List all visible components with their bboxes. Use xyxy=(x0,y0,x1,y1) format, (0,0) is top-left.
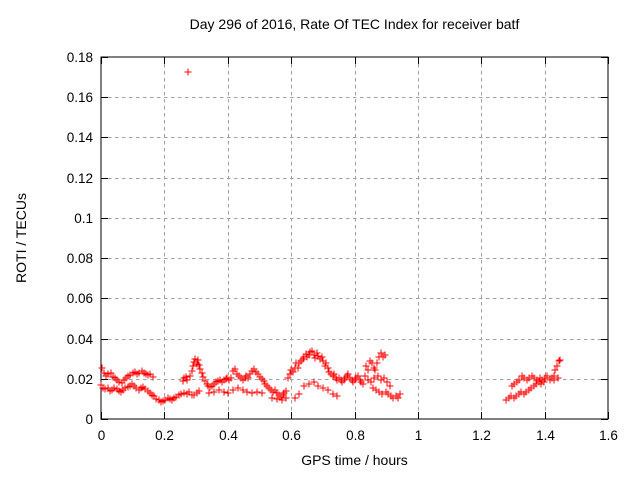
x-tick-label: 0 xyxy=(98,428,106,443)
y-tick-label: 0.12 xyxy=(67,171,93,186)
y-tick-label: 0.06 xyxy=(67,291,93,306)
tick-labels: 0 0.2 0.4 0.6 0.8 1 1.2 1.4 1.6 0 0.02 0.04 0.06 0.08… xyxy=(67,50,618,443)
y-tick-label: 0 xyxy=(85,412,93,427)
x-axis-title: GPS time / hours xyxy=(301,452,408,468)
y-tick-label: 0.02 xyxy=(67,372,93,387)
plot-frame xyxy=(100,56,609,420)
y-tick-label: 0.1 xyxy=(74,211,93,226)
x-tick-label: 0.6 xyxy=(282,428,301,443)
y-axis-title: ROTI / TECUs xyxy=(13,193,29,283)
chart-title: Day 296 of 2016, Rate Of TEC Index for r… xyxy=(189,16,520,32)
scatter-points xyxy=(97,68,564,406)
y-tick-label: 0.18 xyxy=(67,50,93,65)
y-tick-label: 0.08 xyxy=(67,251,93,266)
axis-ticks xyxy=(101,57,609,420)
x-tick-label: 1.2 xyxy=(472,428,491,443)
x-tick-label: 0.4 xyxy=(219,428,238,443)
x-tick-label: 1.6 xyxy=(599,428,618,443)
x-tick-label: 1.4 xyxy=(536,428,555,443)
grid-lines xyxy=(101,57,608,419)
y-tick-label: 0.04 xyxy=(67,332,94,347)
x-tick-label: 0.2 xyxy=(155,428,174,443)
y-tick-label: 0.16 xyxy=(67,90,93,105)
x-tick-label: 0.8 xyxy=(346,428,365,443)
y-tick-label: 0.14 xyxy=(67,130,94,145)
x-tick-label: 1 xyxy=(415,428,423,443)
